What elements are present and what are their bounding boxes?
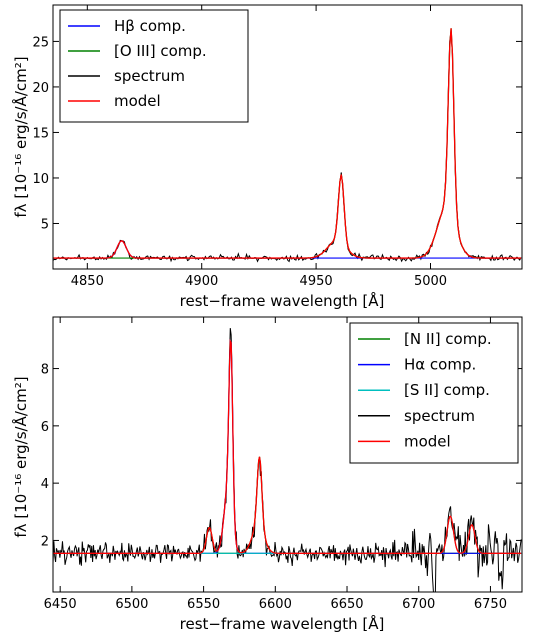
y-tick-label: 20 — [32, 81, 49, 96]
x-tick-label: 4850 — [71, 274, 104, 289]
legend-label: Hα comp. — [404, 356, 476, 374]
panel-1-plot: 4850 4900 4950 5000 5 10 15 20 25 Hβ comp. [O III]… — [32, 4, 523, 289]
x-tick-label: 6600 — [259, 597, 292, 612]
model-line — [53, 28, 522, 259]
axes-frame — [52, 4, 523, 270]
top-panel: rest−frame wavelength [Å] fλ [10⁻¹⁶ erg/… — [11, 56, 384, 310]
x-tick-label: 5000 — [414, 274, 447, 289]
x-tick-label: 6700 — [402, 597, 435, 612]
y-tick-label: 6 — [41, 420, 49, 435]
y-tick-label: 5 — [41, 217, 49, 232]
x-tick-label: 6450 — [44, 597, 77, 612]
model-line — [53, 339, 522, 554]
legend: [N II] comp. Hα comp. [S II] comp. spectrum… — [349, 322, 519, 464]
x-tick-label: 6650 — [330, 597, 363, 612]
panel-2-plot: 6450 6500 6550 6600 6650 6700 6750 2 4 6 8 [N II] c… — [41, 316, 523, 612]
legend: Hβ comp. [O III] comp. spectrum model — [59, 9, 249, 123]
x-tick-label: 6500 — [115, 597, 148, 612]
legend-box — [349, 322, 519, 464]
legend-label: spectrum — [114, 67, 185, 85]
legend-label: [S II] comp. — [404, 381, 490, 399]
legend-label: spectrum — [404, 407, 475, 425]
x-tick-label: 4950 — [300, 274, 333, 289]
legend-label: Hβ comp. — [114, 17, 186, 35]
top-x-axis-label: rest−frame wavelength [Å] — [180, 291, 385, 310]
legend-label: [N II] comp. — [404, 330, 492, 348]
y-tick-label: 4 — [41, 477, 49, 492]
bottom-panel: rest−frame wavelength [Å] fλ [10⁻¹⁶ erg/… — [11, 376, 384, 633]
x-tick-label: 4900 — [185, 274, 218, 289]
axes-frame — [52, 316, 523, 593]
legend-label: model — [404, 432, 451, 450]
y-tick-label: 15 — [32, 126, 49, 141]
spectrum-line — [53, 328, 522, 592]
y-tick-label: 8 — [41, 363, 49, 378]
legend-label: [O III] comp. — [114, 42, 207, 60]
y-tick-label: 25 — [32, 35, 49, 50]
y-tick-label: 2 — [41, 534, 49, 549]
top-y-axis-label: fλ [10⁻¹⁶ erg/s/Å/cm²] — [11, 56, 30, 217]
legend-label: model — [114, 92, 161, 110]
x-tick-label: 6750 — [474, 597, 507, 612]
x-tick-label: 6550 — [187, 597, 220, 612]
bottom-x-axis-label: rest−frame wavelength [Å] — [180, 614, 385, 633]
y-tick-label: 10 — [32, 172, 49, 187]
bottom-y-axis-label: fλ [10⁻¹⁶ erg/s/Å/cm²] — [11, 376, 30, 537]
legend-box — [59, 9, 249, 123]
